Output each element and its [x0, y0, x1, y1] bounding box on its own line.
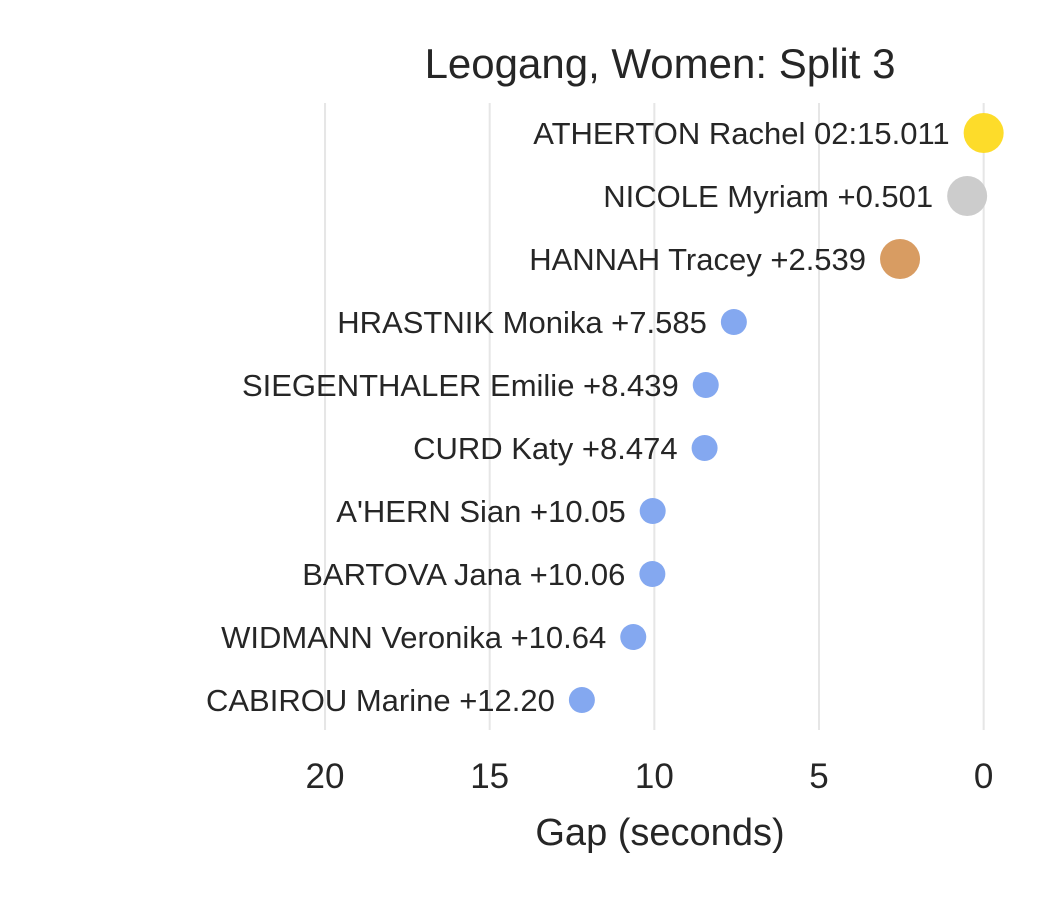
rider-label: NICOLE Myriam +0.501 — [603, 179, 933, 214]
rider-point — [947, 176, 988, 216]
x-tick-label: 15 — [470, 757, 509, 796]
rider-point — [963, 113, 1004, 153]
rider-point — [639, 561, 666, 587]
rider-label: BARTOVA Jana +10.06 — [302, 557, 625, 592]
rider-point — [639, 498, 666, 524]
rider-label: SIEGENTHALER Emilie +8.439 — [242, 368, 679, 403]
x-axis-label: Gap (seconds) — [535, 812, 784, 854]
rider-label: ATHERTON Rachel 02:15.011 — [533, 116, 949, 151]
rider-label: HRASTNIK Monika +7.585 — [337, 305, 707, 340]
rider-point — [691, 435, 718, 461]
chart-title: Leogang, Women: Split 3 — [425, 40, 896, 87]
gridlines — [324, 103, 985, 730]
rider-points: ATHERTON Rachel 02:15.011 NICOLE Myriam +… — [206, 113, 1004, 718]
rider-point — [880, 239, 921, 279]
rider-point — [620, 624, 647, 650]
x-tick-label: 20 — [306, 757, 345, 796]
rider-point — [720, 309, 747, 335]
rider-label: CABIROU Marine +12.20 — [206, 683, 555, 718]
rider-point — [692, 372, 719, 398]
x-tick-label: 0 — [974, 757, 993, 796]
rider-point — [568, 687, 595, 713]
rider-label: CURD Katy +8.474 — [413, 431, 677, 466]
x-tick-label: 5 — [809, 757, 828, 796]
x-tick-label: 10 — [635, 757, 674, 796]
x-tick-labels: 20 15 10 5 0 — [306, 757, 994, 796]
rider-label: HANNAH Tracey +2.539 — [529, 242, 866, 277]
rider-label: A'HERN Sian +10.05 — [336, 494, 625, 529]
rider-label: WIDMANN Veronika +10.64 — [221, 620, 606, 655]
